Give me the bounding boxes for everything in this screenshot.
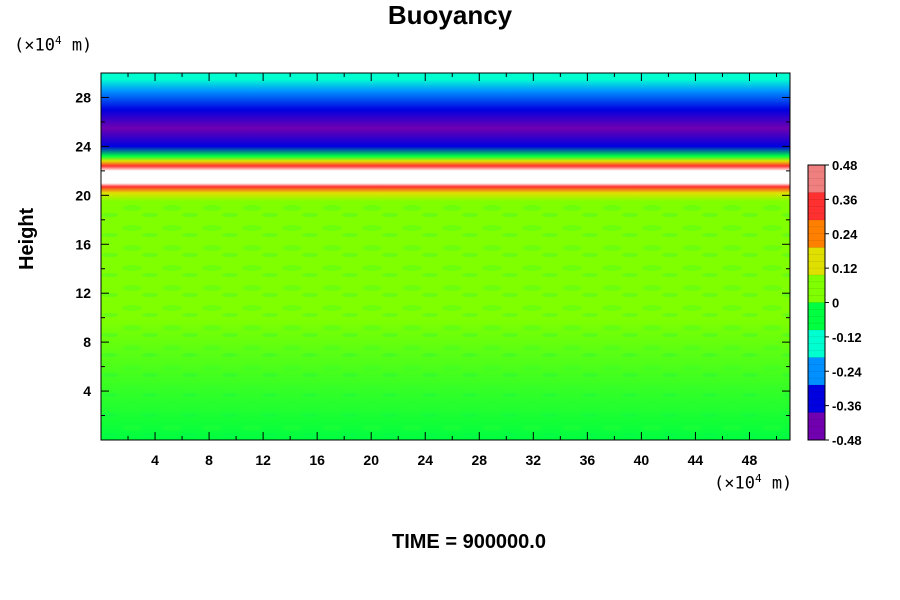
x-tick-label: 48 [742, 452, 758, 468]
plot-frame [100, 72, 791, 441]
colorbar-tick-label: -0.24 [832, 364, 862, 379]
y-tick-label: 28 [75, 89, 91, 105]
y-tick-label: 4 [83, 383, 91, 399]
y-tick-label: 24 [75, 138, 91, 154]
colorbar-tick-label: 0.12 [832, 261, 857, 276]
y-tick-label: 8 [83, 334, 91, 350]
y-tick-label: 20 [75, 187, 91, 203]
colorbar-tick-label: -0.12 [832, 330, 862, 345]
colorbar-band [808, 275, 825, 303]
colorbar-band [808, 165, 825, 193]
x-axis-ticks: 4 8 12 16 20 24 28 32 36 40 44 48 [127, 73, 777, 468]
y-tick-label: 12 [75, 285, 91, 301]
x-unit-prefix: (×10 [714, 473, 755, 494]
colorbar-band [808, 385, 825, 413]
x-tick-label: 44 [688, 452, 704, 468]
x-axis-unit: (×104 m) [714, 472, 792, 494]
y-unit-suffix: m) [61, 35, 93, 56]
colorbar-band [808, 247, 825, 276]
plot-area [100, 72, 791, 441]
colorbar-band [808, 220, 825, 248]
colorbar: 0.48 0.36 0.24 0.12 0 -0.12 -0.24 -0.36 -0.48 [807, 158, 862, 448]
heatmap-texture [101, 201, 790, 440]
y-tick-label: 16 [75, 236, 91, 252]
x-tick-label: 8 [205, 452, 213, 468]
y-unit-prefix: (×10 [14, 35, 55, 56]
colorbar-tick-label: -0.36 [832, 399, 862, 414]
y-axis-unit: (×104 m) [14, 34, 92, 56]
x-tick-label: 12 [255, 452, 271, 468]
x-tick-label: 24 [417, 452, 433, 468]
time-label: TIME = 900000.0 [392, 531, 546, 553]
x-unit-suffix: m) [761, 473, 793, 494]
colorbar-tick-label: 0.24 [832, 227, 858, 242]
colorbar-tick-label: 0 [832, 296, 839, 311]
x-unit-exponent: 4 [754, 472, 762, 485]
y-unit-exponent: 4 [54, 34, 62, 47]
chart-title: Buoyancy [387, 0, 513, 30]
x-tick-label: 28 [471, 452, 487, 468]
colorbar-band [808, 192, 825, 221]
y-axis-ticks: 4 8 12 16 20 24 28 [75, 89, 790, 417]
x-tick-label: 40 [634, 452, 650, 468]
x-tick-label: 20 [363, 452, 379, 468]
colorbar-tick-label: 0.36 [832, 192, 857, 207]
colorbar-band [808, 330, 825, 358]
x-tick-label: 32 [526, 452, 542, 468]
x-tick-label: 4 [151, 452, 159, 468]
colorbar-band [808, 302, 825, 331]
x-tick-label: 16 [309, 452, 325, 468]
colorbar-tick-label: -0.48 [832, 433, 862, 448]
colorbar-tick-label: 0.48 [832, 158, 857, 173]
colorbar-band [808, 412, 825, 441]
colorbar-band [808, 357, 825, 386]
x-tick-label: 36 [580, 452, 596, 468]
